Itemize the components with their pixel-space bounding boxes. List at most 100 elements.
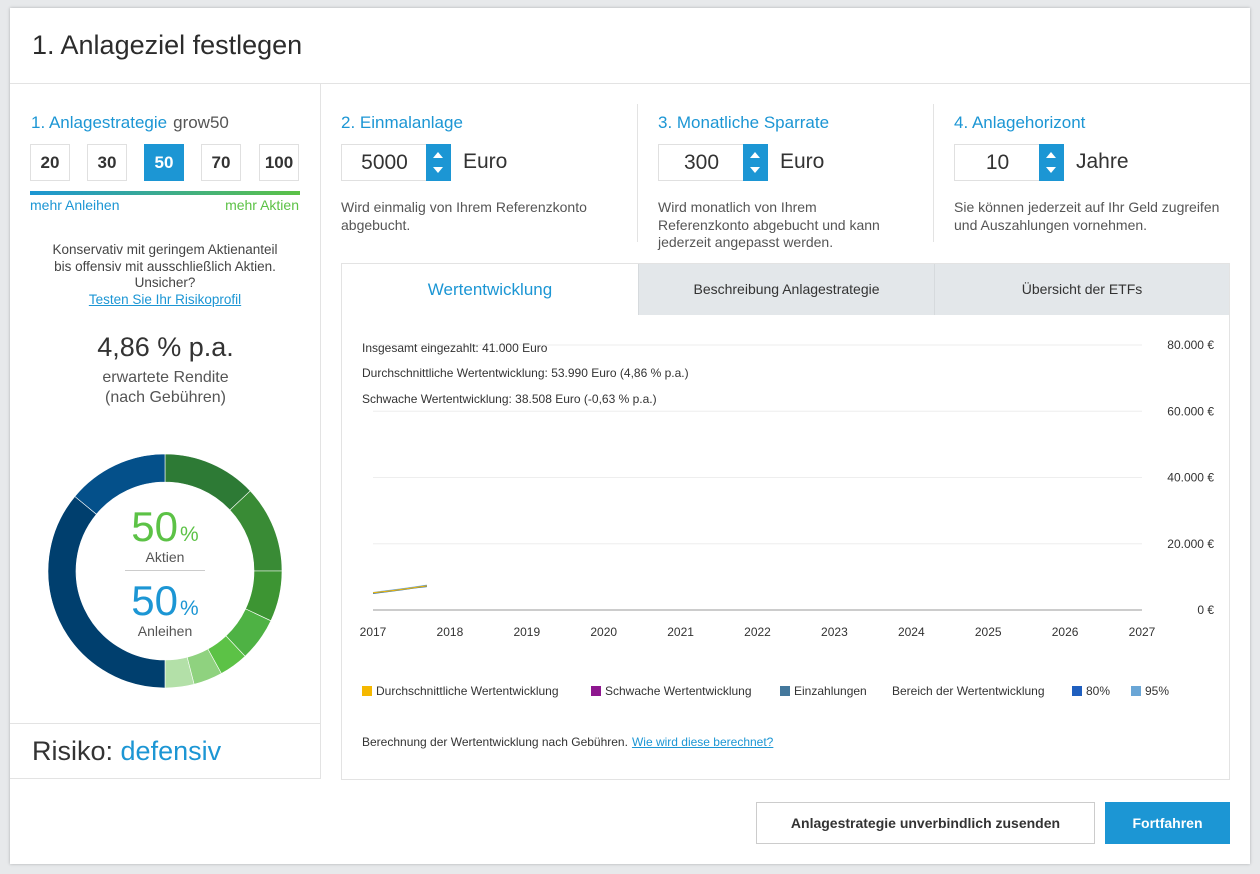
x-tick-label: 2023	[821, 625, 848, 639]
x-tick-label: 2019	[513, 625, 540, 639]
lump-sum-stepper-buttons[interactable]	[426, 144, 451, 181]
legend-95: 95%	[1131, 684, 1169, 698]
x-tick-label: 2021	[667, 625, 694, 639]
expected-return-label-1: erwartete Rendite	[102, 369, 229, 386]
x-tick-label: 2017	[360, 625, 387, 639]
strategy-description-text: Konservativ mit geringem Aktienanteil bi…	[52, 242, 278, 290]
legend-weak: Schwache Wertentwicklung	[591, 684, 752, 698]
legend-swatch	[780, 686, 790, 696]
x-tick-label: 2026	[1052, 625, 1079, 639]
calculation-info-link[interactable]: Wie wird diese berechnet?	[631, 735, 774, 749]
total-deposit-info: Insgesamt eingezahlt: 41.000 Euro	[362, 341, 548, 355]
send-strategy-button[interactable]: Anlagestrategie unverbindlich zusenden	[756, 802, 1095, 844]
monthly-rate-section: 3. Monatliche Sparrate 300 Euro Wird mon…	[658, 84, 928, 264]
expected-return-label-2: (nach Gebühren)	[105, 389, 226, 406]
legend-swatch	[1131, 686, 1141, 696]
lump-sum-stepper[interactable]: 5000	[341, 144, 451, 181]
allocation-selector: 20 30 50 70 100	[30, 144, 300, 182]
bonds-pct-unit: %	[180, 597, 199, 620]
monthly-rate-input[interactable]: 300	[683, 151, 720, 174]
y-tick-label: 40.000 €	[1167, 471, 1214, 485]
lump-sum-description: Wird einmalig von Ihrem Referenzkonto ab…	[341, 199, 587, 233]
monthly-rate-stepper-buttons[interactable]	[743, 144, 768, 181]
allocation-gradient-bar	[30, 191, 300, 195]
legend-average: Durchschnittliche Wertentwicklung	[362, 684, 559, 698]
risk-indicator: Risiko: defensiv	[32, 736, 221, 767]
strategy-panel: 1. Anlagestrategie grow50 20 30 50 70 100…	[10, 84, 321, 779]
risk-profile-link[interactable]: Testen Sie Ihr Risikoprofil	[88, 291, 242, 307]
legend-label: 95%	[1145, 684, 1170, 698]
calculation-note-text: Berechnung der Wertentwicklung nach Gebü…	[362, 735, 628, 749]
calculation-note: Berechnung der Wertentwicklung nach Gebü…	[362, 735, 773, 749]
legend-label: 80%	[1086, 684, 1111, 698]
legend-80: 80%	[1072, 684, 1110, 698]
more-stocks-label: mehr Aktien	[225, 197, 299, 213]
donut-segment-bonds-2	[74, 453, 166, 515]
legend-label: Bereich der Wertentwicklung	[892, 684, 1045, 698]
page-title: 1. Anlageziel festlegen	[32, 30, 303, 60]
x-tick-label: 2027	[1129, 625, 1156, 639]
donut-divider	[125, 570, 205, 571]
chart-panel: Wertentwicklung Beschreibung Anlagestrat…	[341, 263, 1230, 780]
weak-growth-info: Schwache Wertentwicklung: 38.508 Euro (-…	[362, 392, 657, 406]
stocks-label: Aktien	[145, 549, 185, 565]
x-tick-label: 2022	[744, 625, 771, 639]
risk-label: Risiko:	[32, 736, 114, 766]
donut-segment-stocks-1	[164, 453, 251, 511]
tab-strategy-description[interactable]: Beschreibung Anlagestrategie	[638, 264, 934, 315]
app-window: 1. Anlageziel festlegen 1. Anlagestrateg…	[10, 8, 1250, 864]
bonds-percentage: 50%	[47, 577, 283, 625]
decrement-icon[interactable]	[750, 167, 760, 173]
legend-swatch	[591, 686, 601, 696]
legend-deposits: Einzahlungen	[780, 684, 867, 698]
lump-sum-section: 2. Einmalanlage 5000 Euro Wird einmalig …	[341, 84, 621, 264]
tab-etf-overview[interactable]: Übersicht der ETFs	[934, 264, 1229, 315]
horizon-stepper[interactable]: 10	[954, 144, 1064, 181]
x-tick-label: 2020	[590, 625, 617, 639]
allocation-option-70[interactable]: 70	[201, 144, 241, 181]
monthly-rate-unit: Euro	[780, 150, 825, 173]
legend-label: Schwache Wertentwicklung	[605, 684, 752, 698]
strategy-title-row: 1. Anlagestrategie grow50	[31, 113, 229, 133]
allocation-donut-chart: 50% Aktien 50% Anleihen	[47, 453, 283, 689]
legend-label: Durchschnittliche Wertentwicklung	[376, 684, 559, 698]
column-divider	[637, 104, 638, 242]
stocks-pct-unit: %	[180, 523, 199, 546]
horizon-description: Sie können jederzeit auf Ihr Geld zugrei…	[954, 199, 1220, 233]
allocation-option-50[interactable]: 50	[144, 144, 184, 181]
allocation-option-30[interactable]: 30	[87, 144, 127, 181]
legend-range: Bereich der Wertentwicklung	[892, 684, 1045, 698]
x-tick-label: 2025	[975, 625, 1002, 639]
decrement-icon[interactable]	[1046, 167, 1056, 173]
decrement-icon[interactable]	[433, 167, 443, 173]
x-tick-label: 2018	[437, 625, 464, 639]
strategy-name: grow50	[173, 113, 229, 132]
horizon-stepper-buttons[interactable]	[1039, 144, 1064, 181]
y-tick-label: 20.000 €	[1167, 537, 1214, 551]
y-tick-label: 0 €	[1197, 603, 1214, 617]
increment-icon[interactable]	[433, 152, 443, 158]
monthly-rate-stepper[interactable]: 300	[658, 144, 768, 181]
stocks-pct-value: 50	[131, 503, 179, 550]
bonds-pct-value: 50	[131, 577, 179, 624]
y-tick-label: 80.000 €	[1167, 338, 1214, 352]
tab-performance[interactable]: Wertentwicklung	[342, 264, 638, 315]
continue-button[interactable]: Fortfahren	[1105, 802, 1230, 844]
performance-chart: 80.000 € 60.000 € 40.000 € 20.000 € 0 € 2017 2…	[342, 315, 1229, 780]
allocation-option-20[interactable]: 20	[30, 144, 70, 181]
donut-svg	[47, 453, 283, 689]
legend-swatch	[362, 686, 372, 696]
strategy-title: 1. Anlagestrategie	[31, 113, 168, 132]
increment-icon[interactable]	[1046, 152, 1056, 158]
increment-icon[interactable]	[750, 152, 760, 158]
allocation-option-100[interactable]: 100	[259, 144, 299, 181]
horizon-section: 4. Anlagehorizont 10 Jahre Sie können je…	[954, 84, 1244, 264]
horizon-unit: Jahre	[1076, 150, 1129, 173]
lump-sum-input[interactable]: 5000	[361, 151, 408, 174]
horizon-input[interactable]: 10	[985, 151, 1010, 174]
column-divider	[933, 104, 934, 242]
risk-section: Risiko: defensiv	[10, 723, 321, 779]
lump-sum-unit: Euro	[463, 150, 508, 173]
legend-swatch	[1072, 686, 1082, 696]
expected-return-value: 4,86 % p.a.	[97, 332, 234, 362]
